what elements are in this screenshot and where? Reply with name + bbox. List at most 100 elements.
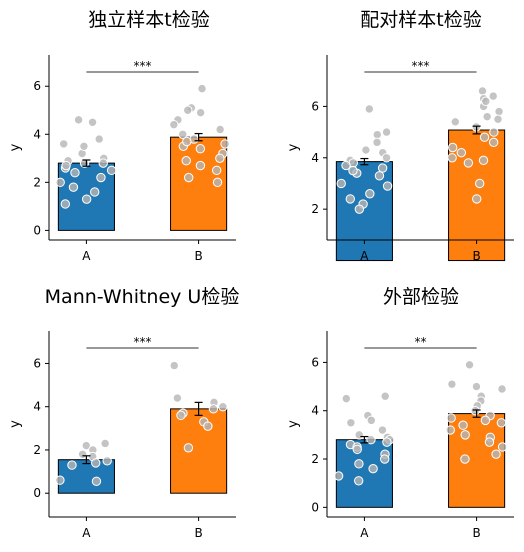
data-point bbox=[361, 145, 371, 155]
data-point bbox=[73, 115, 84, 125]
y-tick-label: 4 bbox=[33, 400, 41, 414]
data-point bbox=[203, 421, 213, 431]
x-tick-label: A bbox=[82, 526, 91, 540]
data-point bbox=[91, 458, 101, 468]
data-point bbox=[446, 413, 456, 423]
y-tick-label: 4 bbox=[33, 127, 41, 141]
x-tick-label: B bbox=[472, 249, 480, 263]
data-point bbox=[70, 168, 80, 178]
data-point bbox=[382, 437, 392, 447]
data-point bbox=[218, 401, 228, 412]
error-bar-B bbox=[194, 132, 203, 142]
data-point bbox=[346, 418, 356, 428]
data-point bbox=[98, 158, 108, 168]
y-tick-label: 2 bbox=[33, 175, 41, 189]
data-point bbox=[463, 158, 474, 168]
chart-title: 配对样本t检验 bbox=[360, 9, 481, 31]
data-point bbox=[380, 454, 390, 464]
error-bar-A bbox=[360, 157, 369, 166]
data-point bbox=[87, 117, 98, 127]
data-point bbox=[448, 142, 458, 153]
data-point bbox=[478, 155, 489, 166]
data-point bbox=[366, 415, 377, 426]
data-point bbox=[211, 165, 222, 176]
data-point bbox=[215, 124, 225, 135]
data-point bbox=[183, 443, 194, 453]
data-point bbox=[364, 104, 375, 114]
data-point bbox=[377, 425, 388, 435]
data-point bbox=[447, 153, 457, 163]
bar-B bbox=[448, 413, 506, 508]
data-point bbox=[220, 139, 230, 149]
data-point bbox=[197, 83, 207, 94]
data-point bbox=[365, 189, 375, 199]
data-point bbox=[354, 204, 365, 214]
data-point bbox=[382, 181, 393, 191]
data-point bbox=[353, 476, 364, 486]
y-tick-label: 2 bbox=[311, 452, 319, 466]
x-tick-label: A bbox=[360, 249, 369, 263]
data-point bbox=[183, 172, 194, 183]
data-point bbox=[496, 418, 507, 428]
data-point bbox=[55, 177, 65, 188]
data-point bbox=[100, 438, 110, 449]
significance-label: *** bbox=[134, 59, 152, 73]
y-tick-label: 6 bbox=[33, 79, 41, 93]
data-point bbox=[55, 475, 65, 485]
data-point bbox=[348, 165, 358, 176]
error-bar-A bbox=[82, 159, 91, 167]
data-point bbox=[58, 139, 69, 149]
data-point bbox=[336, 178, 346, 189]
data-point bbox=[494, 106, 504, 117]
data-point bbox=[182, 136, 192, 147]
data-point bbox=[450, 117, 460, 127]
data-point bbox=[354, 430, 364, 440]
data-point bbox=[477, 86, 488, 96]
data-point bbox=[482, 111, 492, 122]
data-point bbox=[195, 160, 206, 171]
data-point bbox=[77, 449, 88, 459]
chart-panel-1: 独立样本t检验 *** 0 2 4 6 A By bbox=[8, 9, 236, 263]
data-point bbox=[102, 456, 112, 466]
data-point bbox=[445, 425, 455, 435]
y-axis-label: y bbox=[8, 420, 23, 428]
y-tick-label: 0 bbox=[33, 486, 41, 500]
data-point bbox=[208, 404, 219, 414]
data-point bbox=[497, 384, 507, 394]
x-tick-label: A bbox=[360, 526, 369, 540]
data-point bbox=[372, 137, 382, 148]
data-point bbox=[460, 454, 470, 464]
data-point bbox=[488, 91, 498, 101]
data-point bbox=[475, 178, 485, 189]
x-tick-label: B bbox=[194, 249, 202, 263]
data-point bbox=[176, 410, 186, 421]
error-bar-B bbox=[472, 125, 481, 135]
y-axis-label: y bbox=[8, 143, 23, 151]
data-point bbox=[472, 194, 482, 204]
data-point bbox=[106, 165, 117, 176]
data-point bbox=[447, 379, 457, 389]
data-point bbox=[489, 127, 499, 137]
data-point bbox=[341, 393, 352, 404]
data-point bbox=[352, 444, 362, 455]
x-tick-label: B bbox=[194, 526, 202, 540]
y-tick-label: 6 bbox=[311, 355, 319, 369]
data-point bbox=[195, 107, 206, 118]
y-tick-label: 0 bbox=[33, 223, 41, 237]
significance-label: ** bbox=[415, 335, 427, 349]
data-point bbox=[480, 415, 491, 426]
data-point bbox=[81, 440, 91, 451]
bar-B bbox=[170, 408, 228, 494]
x-tick-label: B bbox=[472, 526, 480, 540]
chart-panel-3: Mann-Whitney U检验 *** 0 2 4 6 A By bbox=[8, 286, 239, 540]
data-point bbox=[215, 153, 225, 164]
data-point bbox=[374, 171, 385, 181]
data-point bbox=[481, 96, 491, 106]
y-tick-label: 4 bbox=[311, 404, 319, 418]
data-point bbox=[464, 360, 475, 370]
data-point bbox=[91, 476, 102, 487]
data-point bbox=[493, 114, 503, 124]
y-tick-label: 2 bbox=[33, 443, 41, 457]
error-bar-A bbox=[82, 455, 91, 465]
